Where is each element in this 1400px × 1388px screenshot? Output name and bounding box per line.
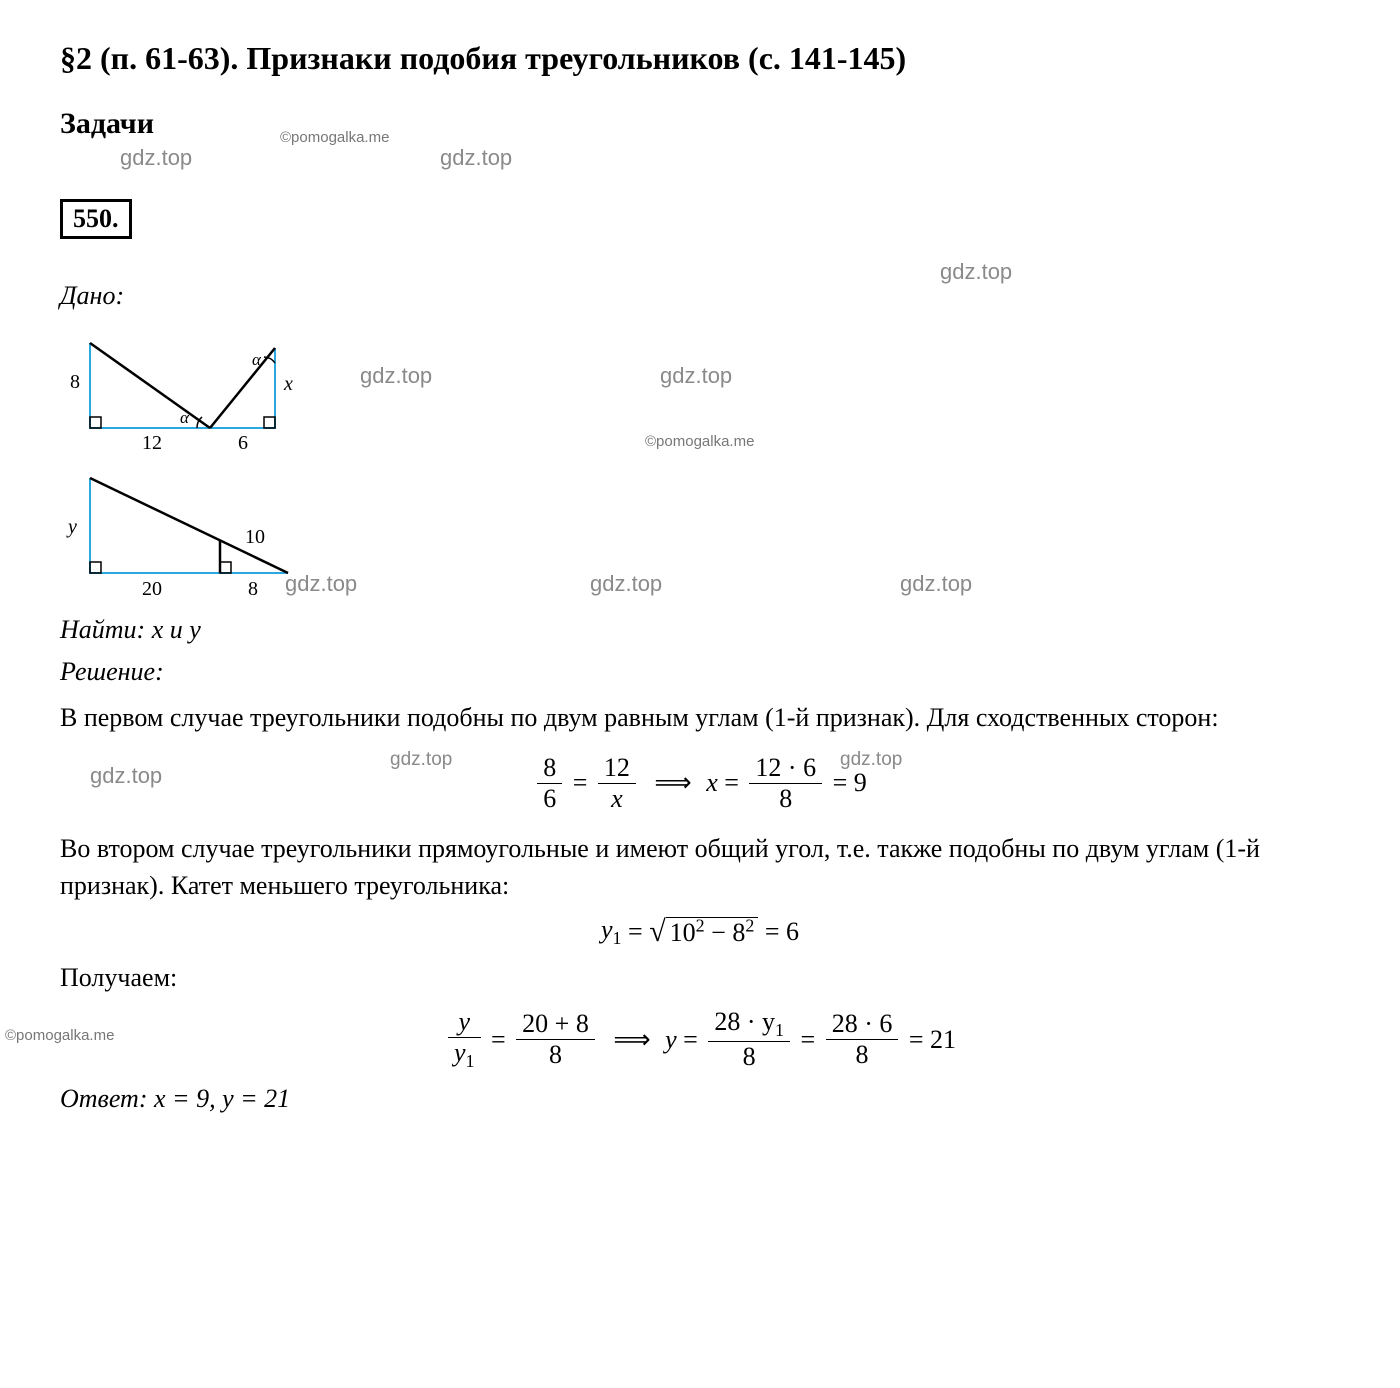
watermark-gdz: gdz.top	[660, 363, 732, 389]
watermark-pom: ©pomogalka.me	[5, 1027, 114, 1044]
eq1-frac2: 12 x	[598, 753, 636, 814]
watermark-gdz: gdz.top	[840, 749, 902, 771]
eq1-x: x	[706, 768, 718, 798]
sqrt-symbol: √	[649, 915, 665, 948]
eq1-frac1: 8 6	[537, 753, 562, 814]
eq3-frac2: 20 + 8 8	[516, 1009, 595, 1070]
section-title: §2 (п. 61-63). Признаки подобия треуголь…	[60, 40, 1340, 77]
equals-sign: =	[801, 1025, 816, 1055]
equation-1: gdz.top gdz.top 8 6 = 12 x ⟹ x = 12 · 6 …	[60, 747, 1340, 820]
eq3-f4-den: 8	[826, 1040, 899, 1070]
eq1-f1-den: 6	[537, 784, 562, 814]
svg-text:y: y	[66, 516, 77, 538]
we-get-label: Получаем:	[60, 959, 1340, 997]
eq3-f4-num: 28 · 6	[826, 1009, 899, 1040]
eq1-frac3: 12 · 6 8	[749, 753, 822, 814]
equals-sign: =	[491, 1025, 506, 1055]
eq3-f2-num: 20 + 8	[516, 1009, 595, 1040]
eq3-f3-num-sub: 1	[775, 1020, 784, 1040]
eq3-frac3: 28 · y1 8	[708, 1007, 790, 1072]
eq3-rhs: 21	[930, 1025, 956, 1055]
tasks-heading: Задачи	[60, 107, 1340, 141]
eq2-minus: − 8	[705, 918, 746, 947]
svg-text:8: 8	[70, 371, 80, 393]
implies-arrow: ⟹	[654, 768, 691, 798]
equals-sign: =	[833, 768, 848, 798]
equation-2: y1 = √102 − 82 = 6	[60, 915, 1340, 949]
eq3-y: y	[665, 1025, 677, 1055]
eq2-10: 10	[670, 918, 696, 947]
figure-1: 8 12 6 x α α gdz.top gdz.top ©pomogalka.…	[60, 323, 1340, 453]
equals-sign: =	[573, 768, 588, 798]
svg-text:8: 8	[248, 578, 258, 600]
equals-sign: =	[909, 1025, 924, 1055]
eq1-f2-den: x	[598, 784, 636, 814]
paragraph-1: В первом случае треугольники подобны по …	[60, 699, 1340, 737]
svg-text:10: 10	[245, 526, 265, 548]
eq3-frac1: y y1	[448, 1007, 481, 1072]
implies-arrow: ⟹	[613, 1025, 650, 1055]
eq2-lhs: y1	[601, 915, 622, 949]
equation-3: ©pomogalka.me y y1 = 20 + 8 8 ⟹ y = 28 ·…	[60, 1007, 1340, 1072]
watermark-row: gdz.top ©pomogalka.me gdz.top	[60, 151, 1340, 179]
eq2-rhs: = 6	[765, 917, 799, 947]
equals-sign: =	[724, 768, 739, 798]
eq1-f3-num: 12 · 6	[749, 753, 822, 784]
find-label: Найти: x и y	[60, 615, 1340, 645]
watermark-gdz: gdz.top	[440, 145, 512, 171]
svg-text:20: 20	[142, 578, 162, 600]
watermark-pom: ©pomogalka.me	[645, 433, 754, 450]
equals-sign: =	[683, 1025, 698, 1055]
eq2-sqrt: √102 − 82	[649, 915, 758, 949]
svg-text:α: α	[252, 350, 262, 369]
figure-2: y 20 8 10 gdz.top gdz.top gdz.top	[60, 463, 1340, 603]
eq3-f3-num-a: 28 · y	[714, 1007, 775, 1036]
problem-number-box: 550.	[60, 199, 132, 239]
watermark-gdz: gdz.top	[900, 571, 972, 597]
eq2-sub: 1	[613, 928, 622, 948]
page: §2 (п. 61-63). Признаки подобия треуголь…	[0, 0, 1400, 1166]
paragraph-2: Во втором случае треугольники прямоуголь…	[60, 830, 1340, 905]
eq2-exp1: 2	[696, 916, 705, 936]
equals-sign: =	[628, 917, 643, 947]
eq3-f2-den: 8	[516, 1040, 595, 1070]
answer-label: Ответ: x = 9, y = 21	[60, 1084, 1340, 1114]
watermark-gdz: gdz.top	[120, 145, 192, 171]
eq3-f3-num: 28 · y1	[708, 1007, 790, 1042]
eq1-f2-num: 12	[598, 753, 636, 784]
eq2-exp2: 2	[745, 916, 754, 936]
eq3-f1-den-sub: 1	[466, 1051, 475, 1071]
figure-1-svg: 8 12 6 x α α	[60, 323, 320, 453]
eq1-rhs: 9	[854, 768, 867, 798]
eq3-f3-den: 8	[708, 1042, 790, 1072]
svg-text:x: x	[283, 373, 293, 395]
svg-text:6: 6	[238, 432, 248, 453]
solution-label: Решение:	[60, 657, 1340, 687]
eq3-f1-num: y	[448, 1007, 481, 1038]
eq3-frac4: 28 · 6 8	[826, 1009, 899, 1070]
eq3-f1-den-y: y	[454, 1038, 466, 1067]
eq1-f1-num: 8	[537, 753, 562, 784]
given-label: Дано:	[60, 281, 1340, 311]
svg-text:α: α	[180, 408, 190, 427]
eq3-f1-den: y1	[448, 1038, 481, 1072]
svg-text:12: 12	[142, 432, 162, 453]
sqrt-body: 102 − 82	[666, 917, 759, 947]
watermark-gdz: gdz.top	[590, 571, 662, 597]
eq1-f3-den: 8	[749, 784, 822, 814]
figure-2-svg: y 20 8 10	[60, 463, 320, 603]
eq2-y: y	[601, 915, 613, 944]
watermark-gdz: gdz.top	[360, 363, 432, 389]
watermark-gdz: gdz.top	[390, 749, 452, 771]
watermark-gdz: gdz.top	[90, 763, 162, 789]
